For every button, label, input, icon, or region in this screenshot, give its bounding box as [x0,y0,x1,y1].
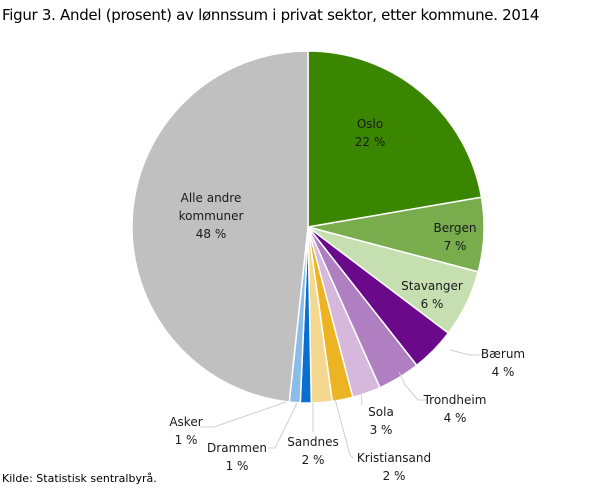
leader-line [268,402,298,449]
leader-line [200,401,287,428]
chart-title: Figur 3. Andel (prosent) av lønnssum i p… [2,6,540,24]
slice-value-label: 48 % [196,227,227,241]
slice-label: Bergen 7 % [434,221,477,253]
slice-value-label: 4 % [444,411,467,425]
slice-name-label: Drammen [207,441,267,455]
slice-label: Asker 1 % [169,415,202,447]
slice-label: Trondheim 4 % [423,393,487,425]
slice-label: Oslo 22 % [355,117,386,149]
slice-name-label: Asker [169,415,202,429]
slice-label: Kristiansand 2 % [357,451,431,483]
slice-name-label: Alle andre kommuner [179,191,244,223]
slice-value-label: 1 % [175,433,198,447]
slice-value-label: 2 % [302,453,325,467]
slice-label: Bærum 4 % [481,347,525,379]
slice-value-label: 6 % [421,297,444,311]
slice-value-label: 3 % [370,423,393,437]
slice-value-label: 7 % [444,239,467,253]
pie-slice-oslo [307,50,483,228]
slice-label: Stavanger 6 % [401,279,463,311]
slice-value-label: 1 % [226,459,249,473]
slice-value-label: 22 % [355,135,386,149]
slice-name-label: Sola [368,405,394,419]
slice-name-label: Trondheim [423,393,487,407]
slice-label: Alle andre kommuner 48 % [179,191,244,241]
leader-line [360,389,363,406]
slice-name-label: Oslo [357,117,383,131]
slice-name-label: Bergen [434,221,477,235]
slice-name-label: Stavanger [401,279,463,293]
slice-label: Sandnes 2 % [287,435,338,467]
slice-value-label: 4 % [492,365,515,379]
slice-name-label: Sandnes [287,435,338,449]
pie-slice-alle-andre-kommuner [131,50,309,403]
slice-label: Sola 3 % [368,405,394,437]
leader-line [398,371,428,401]
leader-line [334,398,354,459]
slice-label: Drammen 1 % [207,441,267,473]
leader-line [449,349,482,356]
slice-name-label: Kristiansand [357,451,431,465]
slice-name-label: Bærum [481,347,525,361]
chart-source: Kilde: Statistisk sentralbyrå. [2,472,157,485]
slice-value-label: 2 % [383,469,406,483]
